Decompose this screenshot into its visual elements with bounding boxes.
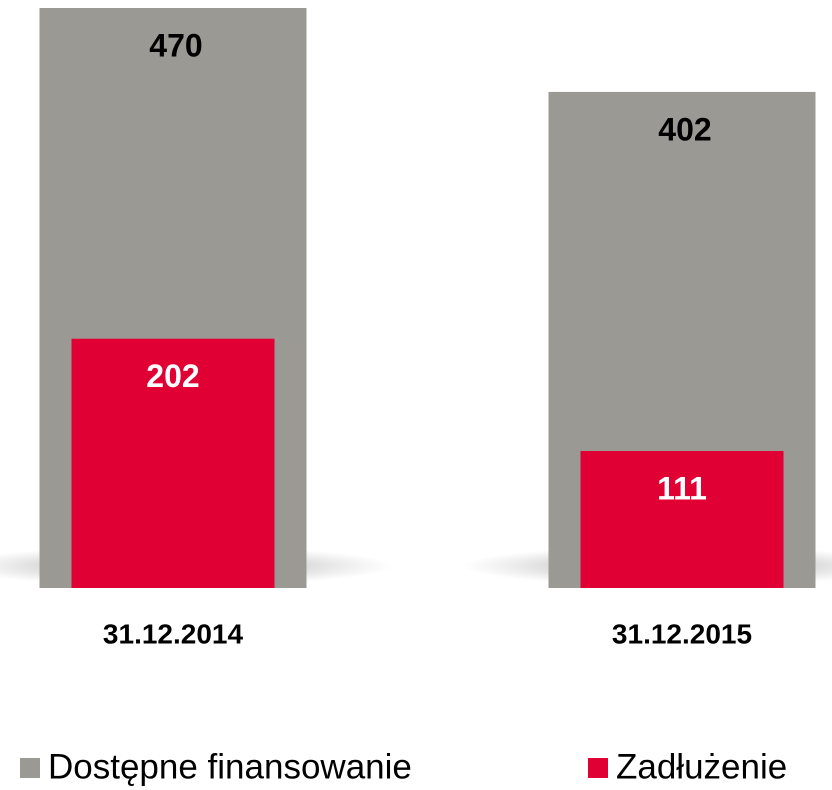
legend-label: Zadłużenie (616, 747, 787, 786)
value-label: 402 (658, 111, 711, 147)
value-label: 202 (146, 358, 199, 394)
bar (71, 338, 275, 588)
value-label: 111 (657, 470, 707, 506)
legend-swatch (20, 758, 40, 778)
x-tick-label: 31.12.2014 (103, 618, 244, 649)
value-label: 470 (149, 27, 202, 63)
legend-label: Dostępne finansowanie (48, 747, 412, 786)
legend-swatch (588, 758, 608, 778)
x-tick-label: 31.12.2015 (612, 618, 752, 649)
bar (580, 451, 784, 588)
